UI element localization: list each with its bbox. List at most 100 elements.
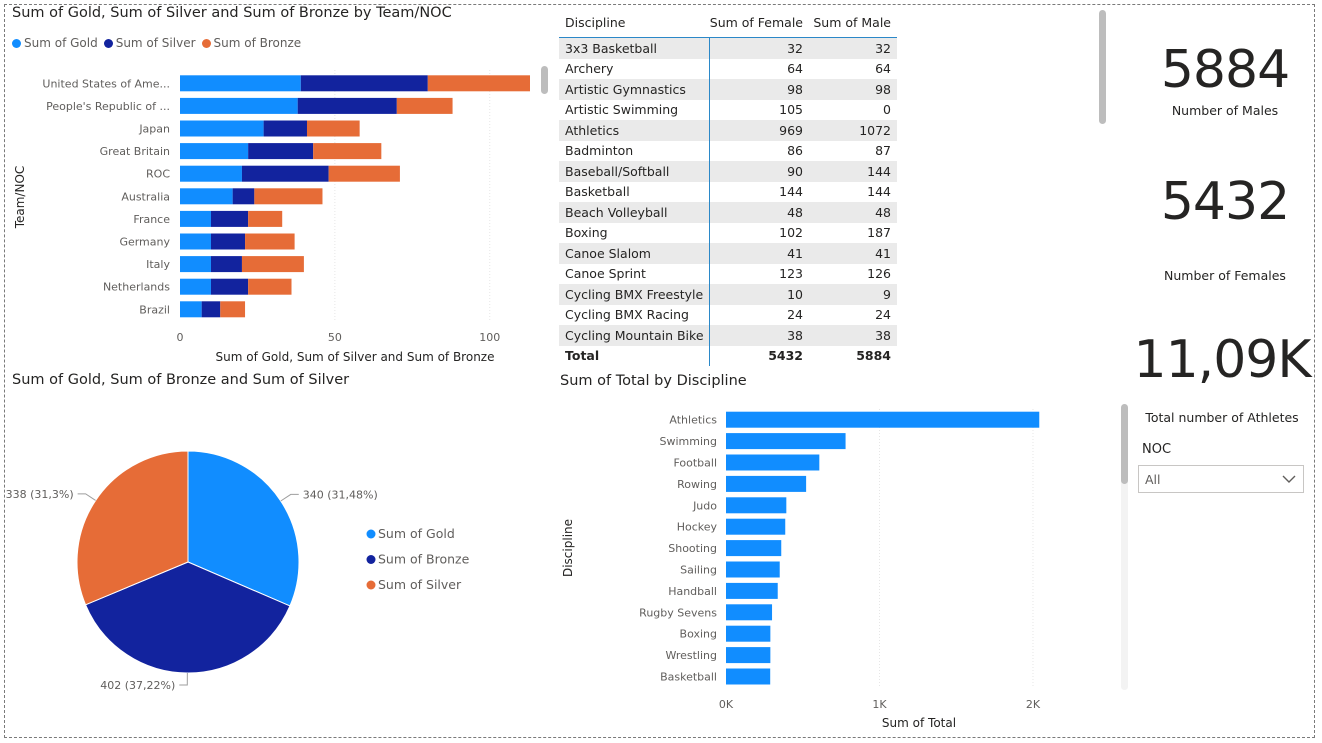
discipline-bar-chart[interactable]: 0K 1K 2K Athletics Swimming Football Rowing Jud… [556, 395, 1096, 740]
cell-male: 187 [867, 225, 891, 241]
table-row[interactable]: Cycling Mountain Bike 38 38 [559, 325, 897, 346]
col-header-discipline[interactable]: Discipline [565, 15, 626, 30]
pie-leader-line [280, 493, 299, 502]
cell-female: 123 [779, 266, 803, 282]
cell-male: 144 [867, 184, 891, 200]
table-row[interactable]: Baseball/Softball 90 144 [559, 161, 897, 182]
pie-legend-marker [366, 555, 376, 564]
table-row[interactable]: Artistic Swimming 105 0 [559, 100, 897, 121]
table-row[interactable]: Basketball 144 144 [559, 182, 897, 203]
category-label: Italy [146, 258, 170, 271]
pie-chart[interactable]: 340 (31,48%) 402 (37,22%) 338 (31,3%) Sum o… [0, 390, 560, 735]
table-row[interactable]: Artistic Gymnastics 98 98 [559, 79, 897, 100]
cell-female: 41 [787, 245, 803, 261]
category-label: Hockey [677, 521, 718, 534]
cell-female: 38 [787, 327, 803, 343]
noc-slicer-dropdown[interactable]: All [1138, 465, 1304, 493]
table-row[interactable]: Beach Volleyball 48 48 [559, 202, 897, 223]
slicer-title: NOC [1142, 442, 1172, 457]
table-scrollbar[interactable] [1099, 10, 1106, 124]
bar-segment-bronze [248, 278, 292, 295]
males-card-label: Number of Males [1171, 103, 1279, 118]
category-label: Basketball [660, 671, 717, 684]
category-label: People's Republic of ... [46, 100, 170, 113]
x-tick-label: 1K [872, 698, 887, 711]
cell-male: 48 [875, 204, 891, 220]
table-row[interactable]: Canoe Slalom 41 41 [559, 243, 897, 264]
athletes-card-label: Total number of Athletes [1145, 410, 1299, 425]
bar-segment-bronze [427, 75, 530, 92]
cell-discipline: Beach Volleyball [565, 204, 668, 220]
pie-leader-line [77, 493, 96, 501]
cell-discipline: Basketball [565, 184, 630, 200]
cell-female: 10 [787, 286, 803, 302]
stacked-bar-chart[interactable]: 0 50 100 United States of Ame... People's Re… [0, 0, 560, 370]
pie-legend-label: Sum of Bronze [378, 552, 470, 567]
table-row[interactable]: 3x3 Basketball 32 32 [559, 38, 897, 59]
cell-female: 24 [787, 307, 803, 323]
table-row[interactable]: Athletics 969 1072 [559, 120, 897, 141]
cell-female: 144 [779, 184, 803, 200]
category-label: Swimming [660, 435, 717, 448]
discipline-bar [726, 518, 786, 535]
bar-segment-bronze [254, 188, 323, 205]
cell-male: 64 [875, 61, 891, 77]
discipline-bar [726, 540, 782, 557]
cell-discipline: Canoe Slalom [565, 245, 651, 261]
table-row[interactable]: Canoe Sprint 123 126 [559, 264, 897, 285]
discipline-bar [726, 497, 787, 514]
x-tick-label: 100 [479, 331, 500, 344]
stacked-legend: Sum of Gold Sum of Silver Sum of Bronze [12, 36, 307, 51]
females-card-label: Number of Females [1164, 268, 1286, 283]
females-card-value: 5432 [1160, 172, 1290, 232]
category-label: Germany [119, 236, 170, 249]
discipline-bar [726, 433, 846, 450]
bar-segment-gold [180, 165, 242, 182]
bar-segment-gold [180, 278, 211, 295]
table-body: 3x3 Basketball 32 32 Archery 64 64 Artistic Gy… [559, 38, 897, 346]
cell-male: 24 [875, 307, 891, 323]
legend-item-gold[interactable]: Sum of Gold [12, 36, 98, 50]
cell-female: 64 [787, 61, 803, 77]
category-label: Japan [138, 123, 170, 136]
bar-segment-silver [297, 97, 397, 114]
bar-segment-bronze [220, 301, 246, 318]
cell-discipline: Baseball/Softball [565, 163, 670, 179]
bar-segment-gold [180, 301, 202, 318]
cell-female: 969 [779, 122, 803, 138]
cell-female: 90 [787, 163, 803, 179]
col-header-male[interactable]: Sum of Male [813, 15, 891, 30]
col-header-female[interactable]: Sum of Female [709, 15, 803, 30]
stacked-chart-title: Sum of Gold, Sum of Silver and Sum of Br… [12, 5, 452, 21]
category-label: Shooting [668, 542, 717, 555]
cell-discipline: Artistic Swimming [565, 102, 679, 118]
bar-segment-silver [210, 210, 249, 227]
category-label: Great Britain [100, 145, 170, 158]
pie-data-label: 402 (37,22%) [100, 679, 175, 692]
total-label: Total [565, 348, 600, 364]
discipline-bar [726, 604, 773, 621]
discipline-scroll-track[interactable] [1121, 404, 1128, 690]
chevron-down-icon [1282, 469, 1296, 492]
cell-male: 38 [875, 327, 891, 343]
table-row[interactable]: Archery 64 64 [559, 59, 897, 80]
cell-female: 105 [779, 102, 803, 118]
cell-male: 9 [883, 286, 891, 302]
bar-segment-silver [263, 120, 307, 137]
discipline-scrollbar[interactable] [1121, 404, 1128, 484]
cell-discipline: Cycling BMX Freestyle [565, 286, 704, 302]
legend-item-silver[interactable]: Sum of Silver [103, 36, 196, 50]
table-row[interactable]: Cycling BMX Freestyle 10 9 [559, 284, 897, 305]
bar-segment-gold [180, 210, 211, 227]
table-row[interactable]: Badminton 86 87 [559, 141, 897, 162]
discipline-bar [726, 647, 771, 664]
stacked-scrollbar[interactable] [541, 66, 548, 94]
discipline-bar [726, 475, 807, 492]
bar-segment-silver [210, 256, 242, 273]
discipline-bar [726, 668, 771, 685]
discipline-bar [726, 561, 780, 578]
pie-legend-marker [366, 529, 376, 539]
legend-item-bronze[interactable]: Sum of Bronze [201, 36, 301, 50]
table-row[interactable]: Cycling BMX Racing 24 24 [559, 305, 897, 326]
table-row[interactable]: Boxing 102 187 [559, 223, 897, 244]
